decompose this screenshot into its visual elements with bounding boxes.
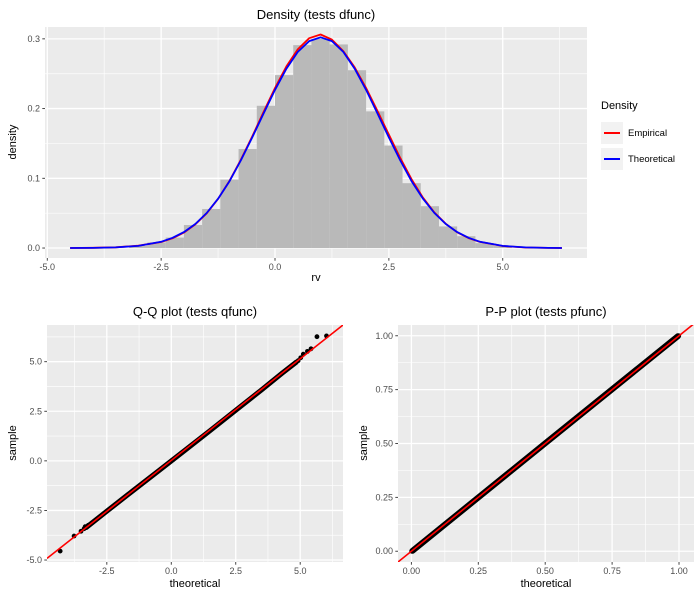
histogram-bar <box>165 237 184 249</box>
histogram-bar <box>238 149 257 249</box>
legend-title: Density <box>601 100 638 112</box>
qq-plot-title: Q-Q plot (tests qfunc) <box>132 304 258 319</box>
histogram-bar <box>457 236 476 249</box>
x-tick-label: -5.0 <box>40 262 56 272</box>
x-tick-label: 0.0 <box>165 566 178 576</box>
histogram-bar <box>420 206 439 249</box>
pp-y-axis-label: sample <box>358 425 370 461</box>
qq-y-axis-label: sample <box>7 425 19 461</box>
y-tick-label: 0.1 <box>27 173 40 183</box>
y-tick-label: 0.75 <box>375 385 393 395</box>
histogram-bar <box>311 38 330 249</box>
x-tick-label: 0.0 <box>269 262 282 272</box>
histogram-bar <box>256 105 276 249</box>
y-tick-label: 0.0 <box>27 243 40 253</box>
legend-key-theoretical <box>601 148 623 170</box>
x-tick-label: 2.5 <box>383 262 396 272</box>
x-tick-label: 0.75 <box>603 566 621 576</box>
histogram-bar <box>202 208 221 249</box>
histogram-bar <box>183 225 203 249</box>
density-plot-figure: Density (tests dfunc) -5.0 -2.5 0.0 2.5 5.0 0… <box>0 0 700 296</box>
y-tick-label: 0.3 <box>27 34 40 44</box>
legend-entry-empirical: Empirical <box>601 122 675 144</box>
density-plot-title: Density (tests dfunc) <box>256 7 376 22</box>
x-tick-label: 1.00 <box>670 566 688 576</box>
y-tick-label: 1.00 <box>375 331 393 341</box>
y-tick-label: 0.2 <box>27 104 40 114</box>
y-tick-label: 0.00 <box>375 546 393 556</box>
plot-area <box>398 325 694 562</box>
x-tick-label: 5.0 <box>496 262 509 272</box>
y-tick-label: -5.0 <box>26 555 42 565</box>
x-tick-label: 5.0 <box>294 566 307 576</box>
pp-x-axis-label: theoretical <box>520 578 572 590</box>
histogram-bar <box>129 245 148 249</box>
plot-area <box>70 33 562 249</box>
plot-area <box>47 325 343 560</box>
x-tick-label: 2.5 <box>229 566 242 576</box>
y-tick-label: 0.0 <box>29 456 42 466</box>
density-plot-canvas: -5.0 -2.5 0.0 2.5 5.0 0.0 0.1 0.2 0.3 <box>27 27 587 272</box>
pp-plot-canvas: 0.00 0.25 0.50 0.75 1.00 0.00 0.25 0.50 0.75 1.00 <box>375 325 694 576</box>
legend-label-theoretical: Theoretical <box>628 153 675 165</box>
histogram-bar <box>475 243 494 249</box>
histogram-bar <box>402 183 421 249</box>
density-x-axis-label: rv <box>311 272 321 284</box>
qq-plot-figure: Q-Q plot (tests qfunc) -2.5 0.0 2.5 5.0 -5.0… <box>0 300 350 600</box>
y-tick-label: 5.0 <box>29 357 42 367</box>
histogram-bar <box>438 226 458 249</box>
y-tick-label: 0.25 <box>375 492 393 502</box>
x-tick-label: 0.00 <box>403 566 421 576</box>
y-tick-label: 0.50 <box>375 439 393 449</box>
density-curve-theoretical <box>70 36 562 249</box>
histogram-bar <box>329 44 348 249</box>
density-y-axis-label: density <box>7 124 19 160</box>
pp-plot-figure: P-P plot (tests pfunc) 0.00 0.25 0.50 0.75 1… <box>350 300 700 600</box>
histogram-bar <box>347 70 367 249</box>
qq-plot-canvas: -2.5 0.0 2.5 5.0 -5.0 -2.5 0.0 2.5 5.0 <box>26 325 343 576</box>
legend-label-empirical: Empirical <box>628 127 668 139</box>
legend-key-empirical <box>601 122 623 144</box>
histogram-bar <box>366 111 385 249</box>
qq-x-axis-label: theoretical <box>169 578 221 590</box>
x-tick-label: -2.5 <box>99 566 115 576</box>
histogram-bar <box>275 75 294 249</box>
histogram-bar <box>493 245 512 249</box>
y-tick-label: -2.5 <box>26 505 42 515</box>
histogram-bar <box>384 145 403 249</box>
histogram-bar <box>293 45 312 249</box>
red-line-swatch-icon <box>604 131 620 135</box>
x-tick-label: -2.5 <box>153 262 169 272</box>
data-point <box>314 334 320 340</box>
x-tick-label: 0.50 <box>536 566 554 576</box>
legend: Density Empirical Theoretical <box>601 100 675 174</box>
legend-entry-theoretical: Theoretical <box>601 148 675 170</box>
reference-line <box>47 325 343 560</box>
histogram-bar <box>220 179 239 249</box>
pp-plot-title: P-P plot (tests pfunc) <box>485 304 607 319</box>
y-tick-label: 2.5 <box>29 406 42 416</box>
blue-line-swatch-icon <box>604 157 620 161</box>
x-tick-label: 0.25 <box>470 566 488 576</box>
reference-line <box>398 325 694 562</box>
histogram-bar <box>147 242 166 249</box>
